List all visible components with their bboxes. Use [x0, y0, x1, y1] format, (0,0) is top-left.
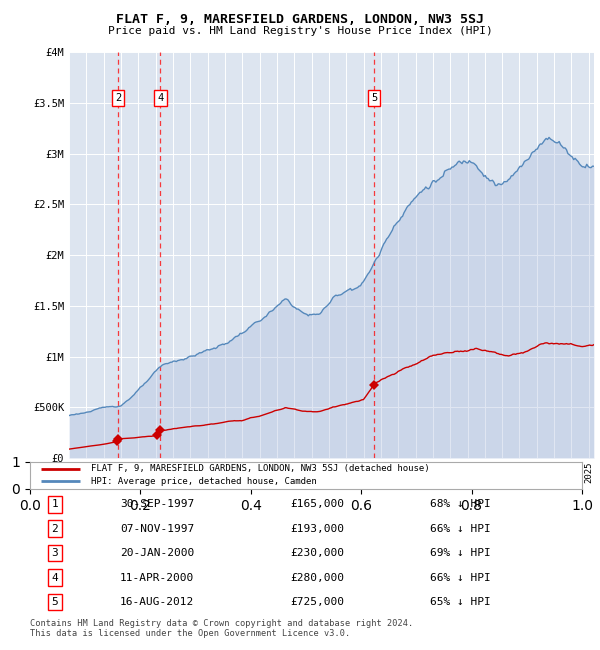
- Text: 30-SEP-1997: 30-SEP-1997: [120, 499, 194, 509]
- Text: 11-APR-2000: 11-APR-2000: [120, 573, 194, 582]
- Text: £165,000: £165,000: [290, 499, 344, 509]
- Text: Price paid vs. HM Land Registry's House Price Index (HPI): Price paid vs. HM Land Registry's House …: [107, 26, 493, 36]
- Text: 20-JAN-2000: 20-JAN-2000: [120, 548, 194, 558]
- Text: 5: 5: [52, 597, 58, 607]
- Text: £280,000: £280,000: [290, 573, 344, 582]
- Text: Contains HM Land Registry data © Crown copyright and database right 2024.
This d: Contains HM Land Registry data © Crown c…: [30, 619, 413, 638]
- Text: 5: 5: [371, 93, 377, 103]
- Text: 69% ↓ HPI: 69% ↓ HPI: [430, 548, 491, 558]
- Text: £725,000: £725,000: [290, 597, 344, 607]
- Text: FLAT F, 9, MARESFIELD GARDENS, LONDON, NW3 5SJ: FLAT F, 9, MARESFIELD GARDENS, LONDON, N…: [116, 13, 484, 26]
- Text: 2: 2: [115, 93, 122, 103]
- Text: 2: 2: [52, 524, 58, 534]
- Text: 16-AUG-2012: 16-AUG-2012: [120, 597, 194, 607]
- Text: 68% ↓ HPI: 68% ↓ HPI: [430, 499, 491, 509]
- Text: 4: 4: [157, 93, 164, 103]
- Text: HPI: Average price, detached house, Camden: HPI: Average price, detached house, Camd…: [91, 477, 316, 486]
- Text: £230,000: £230,000: [290, 548, 344, 558]
- Text: 66% ↓ HPI: 66% ↓ HPI: [430, 573, 491, 582]
- Text: 3: 3: [52, 548, 58, 558]
- Text: 1: 1: [52, 499, 58, 509]
- Text: 65% ↓ HPI: 65% ↓ HPI: [430, 597, 491, 607]
- Text: FLAT F, 9, MARESFIELD GARDENS, LONDON, NW3 5SJ (detached house): FLAT F, 9, MARESFIELD GARDENS, LONDON, N…: [91, 464, 430, 473]
- Text: £193,000: £193,000: [290, 524, 344, 534]
- Text: 4: 4: [52, 573, 58, 582]
- Text: 07-NOV-1997: 07-NOV-1997: [120, 524, 194, 534]
- Text: 66% ↓ HPI: 66% ↓ HPI: [430, 524, 491, 534]
